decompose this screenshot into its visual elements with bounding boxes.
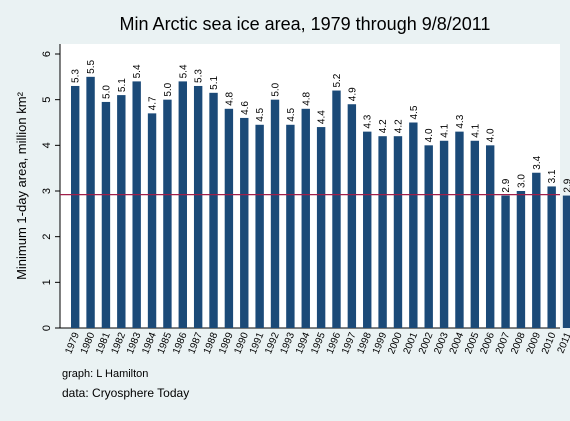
y-axis-label: Minimum 1-day area, million km² [14,91,29,279]
data-label: 4.5 [255,107,266,121]
bar [501,195,510,328]
bar [470,140,480,328]
data-source-note: data: Cryosphere Today [62,386,189,400]
data-label: 3.0 [516,174,527,188]
bar [439,140,449,328]
data-label: 5.1 [117,78,128,92]
data-label: 4.4 [317,110,328,124]
bar [117,95,126,328]
y-tick-label: 4 [41,142,53,148]
value-labels: 5.3 5.5 5.0 5.1 5.4 4.7 5.0 5.4 5.3 5.1 4.8 4.6 4.5 5… [71,59,570,192]
data-label: 5.0 [271,82,282,96]
data-label: 5.2 [332,73,343,87]
data-label: 5.3 [71,69,82,83]
data-label: 4.8 [301,91,312,105]
bar [209,92,218,328]
bar [547,186,556,328]
bar [132,81,141,329]
bar [424,145,433,328]
y-tick-label: 5 [41,97,53,103]
bar [255,124,264,329]
data-label: 4.3 [455,114,466,128]
bar [316,127,326,328]
data-label: 4.2 [393,119,404,133]
data-label: 2.9 [501,178,512,192]
data-label: 5.0 [163,82,174,96]
bar [193,85,203,328]
data-label: 4.2 [378,119,389,133]
bar [240,117,249,328]
data-label: 4.0 [486,128,497,142]
bar [71,85,80,328]
data-label: 4.8 [224,91,235,105]
bar [409,122,418,328]
y-tick-label: 3 [41,188,53,194]
chart-title: Min Arctic sea ice area, 1979 through 9/… [120,14,491,34]
data-label: 3.4 [532,155,543,169]
bar [455,131,464,328]
y-tick-label: 6 [41,51,53,57]
bar [562,195,570,328]
bar [532,172,541,328]
bar [347,104,357,328]
bar [485,145,495,328]
bar [393,136,403,328]
data-label: 4.1 [470,123,481,137]
bar [101,101,111,328]
data-label: 5.5 [86,59,97,73]
data-label: 4.5 [409,105,420,119]
bars [71,76,570,329]
bar [286,124,295,329]
bar [270,99,280,329]
data-label: 5.1 [209,75,220,89]
graph-credit: graph: L Hamilton [62,368,148,380]
data-label: 5.0 [101,85,112,99]
bar [378,136,387,328]
data-label: 4.1 [440,123,451,137]
bar [301,108,310,328]
bar [224,108,234,328]
data-label: 2.9 [563,178,570,192]
data-label: 5.4 [178,64,189,78]
bar [163,99,172,329]
data-label: 5.3 [194,69,205,83]
bar [86,76,95,328]
bar [147,113,157,328]
data-label: 3.1 [547,169,558,183]
data-label: 4.7 [148,96,159,110]
data-label: 4.5 [286,107,297,121]
y-tick-label: 0 [41,325,53,331]
bar [178,81,187,329]
bar [332,90,341,329]
y-tick-label: 1 [41,279,53,285]
data-label: 4.9 [347,87,358,101]
data-label: 4.0 [424,128,435,142]
bar [363,131,372,328]
bar [516,191,526,328]
data-label: 5.4 [132,64,143,78]
data-label: 4.3 [363,114,374,128]
y-tick-label: 2 [41,234,53,240]
data-label: 4.6 [240,101,251,115]
